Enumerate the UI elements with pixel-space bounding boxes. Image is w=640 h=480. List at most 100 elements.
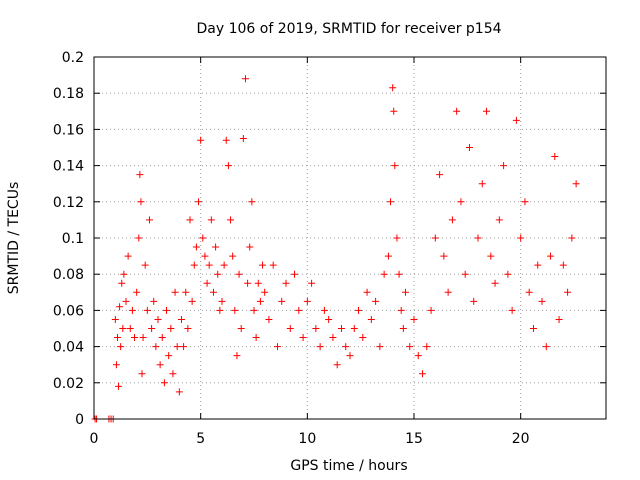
data-point bbox=[224, 162, 232, 170]
data-point bbox=[419, 370, 427, 378]
data-point bbox=[133, 288, 141, 296]
data-point bbox=[423, 343, 431, 351]
data-point bbox=[216, 306, 224, 314]
data-point bbox=[534, 261, 542, 269]
data-point bbox=[195, 198, 203, 206]
data-point bbox=[188, 297, 196, 305]
y-tick-label: 0 bbox=[75, 412, 84, 428]
data-point bbox=[572, 180, 580, 188]
data-point bbox=[265, 315, 273, 323]
data-point bbox=[329, 334, 337, 342]
data-point bbox=[508, 306, 516, 314]
data-point bbox=[436, 171, 444, 179]
data-point bbox=[156, 361, 164, 369]
data-point bbox=[380, 270, 388, 278]
data-point bbox=[500, 162, 508, 170]
data-point bbox=[128, 306, 136, 314]
data-point bbox=[126, 325, 134, 332]
data-point bbox=[113, 334, 121, 342]
data-point bbox=[139, 334, 147, 342]
y-tick-label: 0.06 bbox=[53, 303, 84, 319]
ticks: 0 0.02 0.04 0.06 0.08 0.1 0.12 0.14 0.16 0.18 0.2 0… bbox=[53, 50, 606, 447]
data-point bbox=[397, 306, 405, 314]
data-point bbox=[212, 243, 220, 251]
data-point bbox=[504, 270, 512, 278]
data-point bbox=[237, 325, 245, 332]
data-point bbox=[525, 288, 533, 296]
data-point bbox=[177, 315, 185, 323]
grid bbox=[94, 57, 606, 419]
data-point bbox=[376, 343, 384, 351]
data-point bbox=[182, 288, 190, 296]
data-point bbox=[325, 315, 333, 323]
data-point bbox=[389, 84, 397, 92]
data-point bbox=[372, 297, 380, 305]
data-point bbox=[259, 261, 267, 269]
y-tick-label: 0.14 bbox=[53, 159, 84, 175]
data-point bbox=[286, 325, 294, 332]
y-tick-label: 0.12 bbox=[53, 195, 84, 211]
data-point bbox=[387, 198, 395, 206]
data-point bbox=[184, 325, 192, 332]
data-point bbox=[252, 334, 260, 342]
data-point bbox=[291, 270, 299, 278]
data-point bbox=[145, 216, 153, 224]
data-point bbox=[517, 234, 525, 242]
data-point bbox=[384, 252, 392, 260]
data-point bbox=[448, 216, 456, 224]
data-point bbox=[227, 216, 235, 224]
data-point bbox=[440, 252, 448, 260]
data-point bbox=[346, 352, 354, 360]
data-point bbox=[320, 306, 328, 314]
data-point bbox=[542, 343, 550, 351]
data-point bbox=[363, 288, 371, 296]
data-point bbox=[555, 315, 563, 323]
data-point bbox=[131, 334, 139, 342]
data-point bbox=[342, 343, 350, 351]
data-point bbox=[393, 234, 401, 242]
data-point bbox=[495, 216, 503, 224]
data-point bbox=[559, 261, 567, 269]
data-point bbox=[218, 297, 226, 305]
data-point bbox=[261, 288, 269, 296]
data-point bbox=[214, 270, 222, 278]
data-point bbox=[135, 234, 143, 242]
data-point bbox=[427, 306, 435, 314]
y-tick-label: 0.16 bbox=[53, 122, 84, 138]
data-point bbox=[233, 352, 241, 360]
y-axis-label: SRMTID / TECUs bbox=[6, 182, 22, 295]
data-point bbox=[390, 107, 398, 115]
data-point bbox=[512, 116, 520, 124]
data-point bbox=[137, 198, 145, 206]
x-tick-label: 20 bbox=[512, 431, 530, 447]
data-point bbox=[303, 297, 311, 305]
data-point bbox=[158, 334, 166, 342]
x-tick-label: 15 bbox=[405, 431, 423, 447]
data-point bbox=[152, 343, 160, 351]
data-point bbox=[220, 261, 228, 269]
data-point bbox=[538, 297, 546, 305]
data-point bbox=[491, 279, 499, 287]
data-point bbox=[414, 352, 422, 360]
data-point bbox=[116, 303, 124, 311]
data-point bbox=[551, 153, 559, 161]
data-point bbox=[273, 343, 281, 351]
data-point bbox=[401, 288, 409, 296]
data-point bbox=[122, 297, 130, 305]
data-point bbox=[180, 343, 188, 351]
data-point bbox=[337, 325, 345, 332]
data-point bbox=[256, 297, 264, 305]
data-point bbox=[241, 75, 249, 83]
y-tick-label: 0.08 bbox=[53, 267, 84, 283]
data-point bbox=[269, 261, 277, 269]
data-point bbox=[117, 343, 125, 351]
x-tick-label: 5 bbox=[196, 431, 205, 447]
data-point bbox=[521, 198, 529, 206]
data-point bbox=[391, 162, 399, 170]
chart-title: Day 106 of 2019, SRMTID for receiver p15… bbox=[196, 21, 501, 37]
data-point bbox=[406, 343, 414, 351]
data-point bbox=[248, 198, 256, 206]
data-points bbox=[91, 75, 580, 423]
data-point bbox=[282, 279, 290, 287]
